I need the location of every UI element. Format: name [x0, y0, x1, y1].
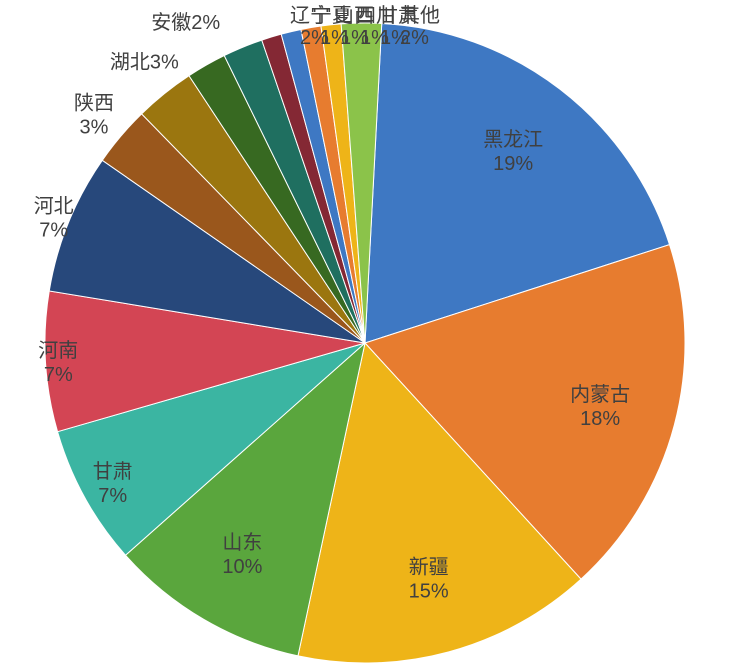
slice-percent: 2%: [400, 27, 429, 49]
slice-percent: 7%: [39, 220, 68, 242]
slice-percent: 19%: [493, 153, 533, 175]
slice-label: 内蒙古: [570, 383, 630, 406]
slice-label: 甘肃: [93, 460, 133, 483]
slice-label: 安徽2%: [151, 11, 220, 34]
slice-label: 其他: [400, 4, 440, 27]
slice-label: 河北: [34, 195, 74, 218]
slice-percent: 7%: [98, 485, 127, 507]
pie-chart-container: 黑龙江19%内蒙古18%新疆15%山东10%甘肃7%河南7%河北7%陕西3%湖北…: [0, 0, 732, 672]
slice-percent: 15%: [409, 581, 449, 603]
slice-percent: 3%: [80, 116, 109, 138]
slice-label: 新疆: [409, 556, 449, 579]
slice-label: 陕西: [74, 91, 114, 114]
slice-label: 山东: [222, 531, 262, 554]
slice-label: 湖北3%: [110, 51, 179, 74]
slice-percent: 18%: [580, 408, 620, 430]
slice-percent: 7%: [44, 364, 73, 386]
slice-percent: 10%: [222, 556, 262, 578]
pie-chart: 黑龙江19%内蒙古18%新疆15%山东10%甘肃7%河南7%河北7%陕西3%湖北…: [0, 0, 732, 672]
slice-label: 黑龙江: [483, 128, 543, 151]
slice-label: 河南: [38, 339, 78, 362]
